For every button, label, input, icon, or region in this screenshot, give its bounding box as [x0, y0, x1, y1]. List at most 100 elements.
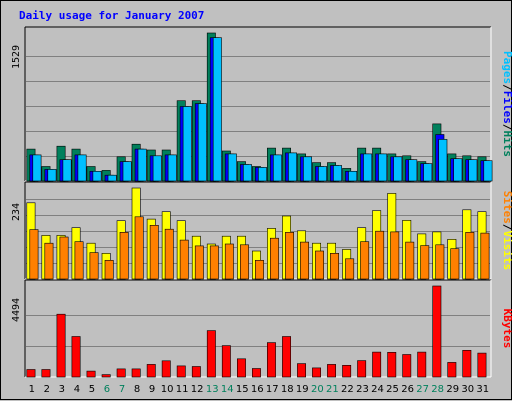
x-tick-label-day-6: 6: [104, 384, 110, 395]
bar-sites-day-23: [360, 241, 370, 280]
bar-kbytes-day-10: [161, 360, 171, 378]
legend-entry: /: [501, 124, 512, 131]
chart-title: Daily usage for January 2007: [19, 9, 205, 22]
bar-kbytes-day-24: [372, 351, 382, 378]
bar-sites-day-1: [29, 229, 39, 280]
bar-pages-day-21: [333, 165, 342, 182]
bar-kbytes-day-30: [462, 349, 472, 378]
bar-sites-day-15: [240, 244, 249, 280]
bar-sites-day-29: [450, 248, 460, 280]
bar-sites-day-17: [269, 237, 279, 280]
x-tick-label-day-28: 28: [431, 384, 444, 395]
bar-kbytes-day-29: [447, 362, 457, 378]
bar-sites-day-9: [149, 225, 159, 280]
bar-sites-day-10: [164, 228, 174, 280]
x-tick-label-day-13: 13: [206, 384, 219, 395]
bar-kbytes-day-4: [71, 336, 81, 378]
x-tick-label-day-16: 16: [251, 384, 264, 395]
bar-pages-day-7: [122, 161, 132, 182]
x-tick-label-day-4: 4: [74, 384, 80, 395]
bar-pages-day-16: [257, 167, 267, 182]
bar-pages-day-24: [378, 153, 388, 182]
bar-kbytes-day-14: [221, 345, 231, 378]
legend-entry: Pages: [501, 51, 512, 84]
bar-pages-day-4: [77, 154, 87, 182]
bar-pages-day-25: [393, 156, 403, 182]
bar-pages-day-28: [438, 139, 448, 182]
bar-kbytes-day-28: [432, 285, 442, 378]
panel-visits-sites-legend: Sites/Visits: [501, 191, 512, 271]
bar-sites-day-21: [330, 253, 339, 280]
x-tick-label-day-10: 10: [161, 384, 174, 395]
bar-pages-day-8: [137, 148, 147, 182]
x-tick-label-day-12: 12: [191, 384, 204, 395]
x-tick-label-day-22: 22: [341, 384, 354, 395]
bar-kbytes-day-17: [266, 342, 276, 378]
bar-sites-day-22: [345, 258, 355, 280]
x-tick-label-day-23: 23: [356, 384, 369, 395]
x-tick-label-day-5: 5: [89, 384, 95, 395]
legend-entry: Sites: [501, 191, 512, 224]
x-tick-label-day-14: 14: [221, 384, 234, 395]
bar-sites-day-5: [89, 252, 99, 280]
panel-kbytes-max-label: 4494: [11, 298, 22, 322]
bar-kbytes-day-22: [342, 364, 352, 378]
panel-hits-files-pages-bg: [25, 27, 491, 181]
bar-sites-day-6: [104, 259, 114, 280]
bar-pages-day-27: [423, 163, 433, 182]
bar-sites-day-7: [119, 232, 129, 280]
x-tick-label-day-8: 8: [134, 384, 140, 395]
x-tick-label-day-11: 11: [176, 384, 189, 395]
bar-sites-day-30: [465, 232, 475, 280]
bar-sites-day-12: [194, 245, 204, 280]
bar-pages-day-23: [363, 153, 373, 182]
x-tick-label-day-30: 30: [461, 384, 474, 395]
bar-kbytes-day-7: [116, 368, 126, 378]
x-tick-label-day-26: 26: [401, 384, 414, 395]
bar-kbytes-day-11: [176, 365, 186, 378]
bar-sites-day-8: [134, 216, 144, 280]
x-tick-label-day-2: 2: [44, 384, 50, 395]
bar-pages-day-11: [182, 106, 192, 182]
bar-pages-day-9: [152, 155, 162, 182]
bar-pages-day-30: [468, 159, 478, 182]
bar-pages-day-26: [408, 159, 418, 182]
bar-sites-day-3: [59, 236, 69, 280]
x-tick-label-day-27: 27: [416, 384, 429, 395]
bar-kbytes-day-9: [146, 364, 156, 378]
bar-sites-day-24: [375, 230, 385, 280]
bar-kbytes-day-21: [327, 364, 336, 378]
bar-pages-day-18: [288, 152, 297, 182]
bar-kbytes-day-3: [56, 313, 66, 378]
legend-entry: /: [501, 84, 512, 91]
bar-sites-day-11: [179, 239, 189, 280]
legend-entry: Visits: [501, 231, 512, 271]
bar-pages-day-31: [483, 160, 493, 182]
bar-kbytes-day-20: [312, 367, 321, 378]
panel-kbytes-legend: KBytes: [501, 309, 512, 349]
bar-kbytes-day-15: [237, 358, 246, 378]
bar-pages-day-10: [167, 154, 177, 182]
bar-kbytes-day-6: [101, 374, 111, 378]
x-tick-label-day-3: 3: [59, 384, 65, 395]
bar-sites-day-26: [405, 241, 415, 280]
bar-sites-day-31: [480, 232, 490, 280]
bar-kbytes-day-8: [131, 368, 141, 378]
bar-pages-day-2: [47, 169, 57, 182]
bar-pages-day-3: [62, 159, 72, 182]
bar-kbytes-day-27: [417, 351, 427, 378]
x-tick-label-day-7: 7: [119, 384, 125, 395]
x-tick-label-day-31: 31: [476, 384, 489, 395]
bar-kbytes-day-18: [282, 336, 291, 378]
panel-kbytes-bg: [25, 280, 491, 377]
bar-kbytes-day-2: [41, 369, 51, 378]
bar-pages-day-5: [92, 171, 102, 182]
legend-entry: Hits: [501, 131, 512, 158]
bar-kbytes-day-1: [26, 369, 36, 378]
bar-sites-day-20: [315, 250, 324, 280]
legend-entry: /: [501, 224, 512, 231]
bar-pages-day-12: [197, 103, 207, 182]
bar-pages-day-1: [32, 154, 42, 182]
panel-visits-sites-max-label: 234: [11, 203, 22, 221]
